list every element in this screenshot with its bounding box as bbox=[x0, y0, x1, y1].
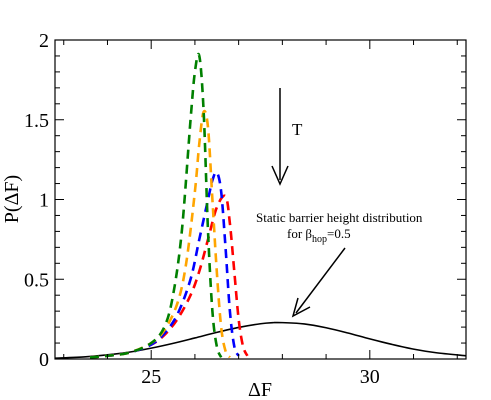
series-line-4 bbox=[89, 52, 223, 359]
x-tick-label: 30 bbox=[360, 366, 380, 388]
y-tick-label: 1.5 bbox=[24, 110, 49, 132]
y-tick-label: 2 bbox=[39, 30, 49, 52]
y-tick-label: 0.5 bbox=[24, 269, 49, 291]
temperature-label: T bbox=[292, 120, 303, 139]
tick-layer: 25 30 0 0.5 1 1.5 2 bbox=[24, 30, 466, 388]
static-annotation-arrow-head bbox=[291, 297, 311, 318]
static-annotation-prefix: for β bbox=[287, 226, 312, 241]
x-tick-label: 25 bbox=[141, 366, 161, 388]
y-tick-label: 0 bbox=[39, 349, 49, 371]
static-annotation-line2: for βhop=0.5 bbox=[287, 226, 351, 245]
static-annotation-sub: hop bbox=[312, 234, 327, 245]
plot-frame bbox=[54, 39, 467, 360]
series-layer bbox=[55, 52, 466, 359]
temperature-arrow-head bbox=[271, 165, 289, 186]
y-tick-label: 1 bbox=[39, 190, 49, 212]
series-line-0 bbox=[55, 321, 466, 359]
static-annotation-arrow-shaft bbox=[295, 247, 346, 314]
y-axis-label: P(ΔF) bbox=[1, 175, 23, 223]
static-annotation-line1: Static barrier height distribution bbox=[256, 210, 423, 225]
x-axis-label: ΔF bbox=[248, 379, 272, 400]
static-annotation-suffix: =0.5 bbox=[327, 226, 351, 241]
